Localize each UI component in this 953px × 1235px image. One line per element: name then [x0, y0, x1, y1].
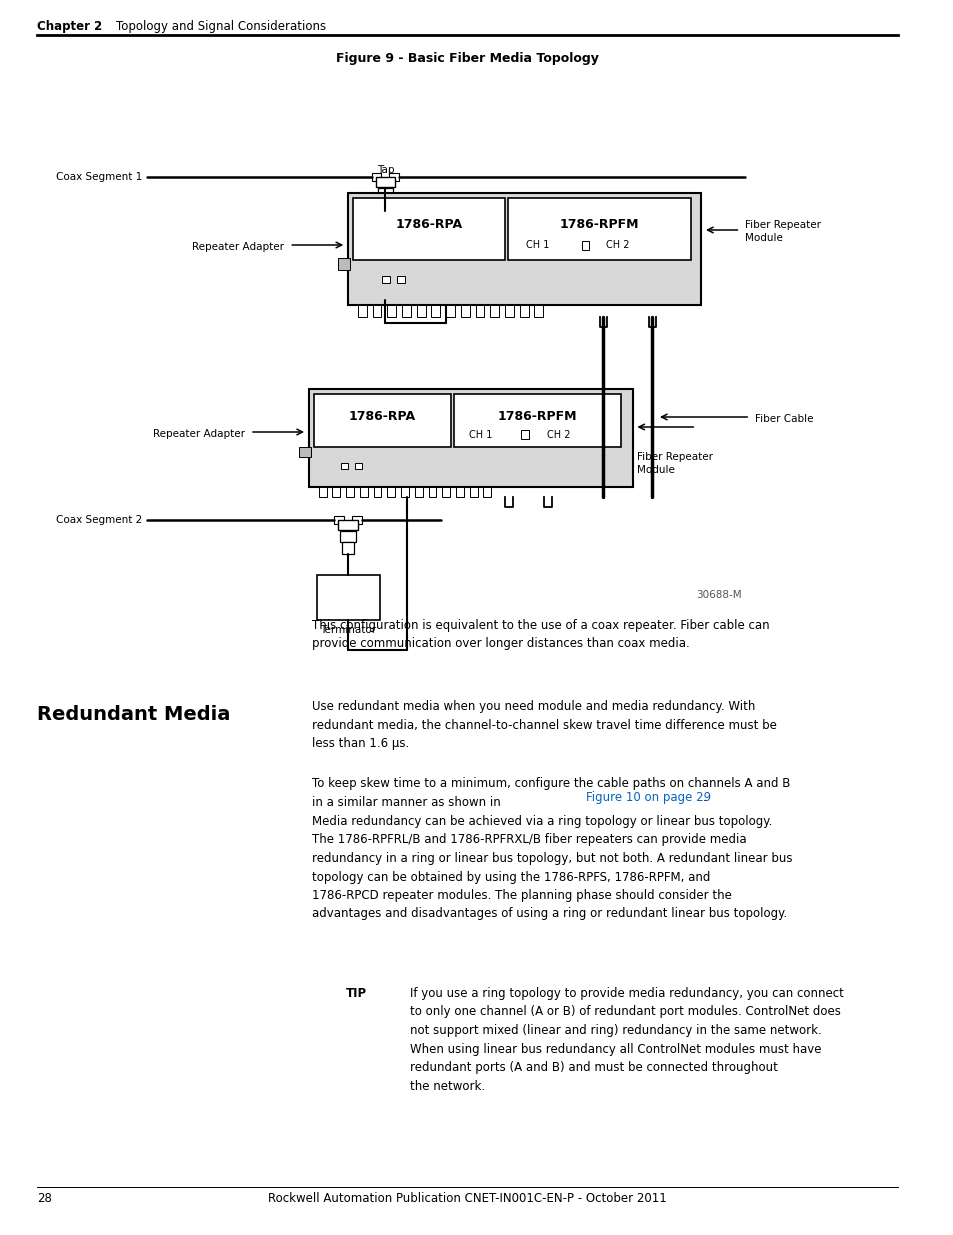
Bar [316, 576, 380, 620]
Text: 28: 28 [37, 1192, 52, 1205]
Text: Figure 10 on page 29: Figure 10 on page 29 [586, 790, 711, 804]
Bar [332, 487, 340, 496]
Text: Media redundancy can be achieved via a ring topology or linear bus topology.
The: Media redundancy can be achieved via a r… [312, 815, 792, 920]
Bar [415, 487, 422, 496]
Bar [318, 487, 326, 496]
Text: 1786-RPA: 1786-RPA [395, 217, 462, 231]
Bar [483, 487, 491, 496]
Bar [372, 173, 381, 182]
Text: Chapter 2: Chapter 2 [37, 20, 102, 33]
Bar [507, 198, 691, 261]
Text: CH 2: CH 2 [547, 430, 570, 440]
Text: CH 1: CH 1 [525, 240, 548, 249]
Bar [373, 305, 381, 317]
Text: Figure 9 - Basic Fiber Media Topology: Figure 9 - Basic Fiber Media Topology [336, 52, 598, 65]
Text: Fiber Cable: Fiber Cable [754, 414, 813, 424]
Bar [456, 487, 463, 496]
Bar [346, 487, 354, 496]
Bar [460, 305, 469, 317]
Text: Topology and Signal Considerations: Topology and Signal Considerations [115, 20, 326, 33]
Text: Use redundant media when you need module and media redundancy. With
redundant me: Use redundant media when you need module… [312, 700, 776, 750]
Text: 30688-M: 30688-M [696, 590, 741, 600]
Text: 1786-RPFM: 1786-RPFM [497, 410, 577, 424]
Text: This configuration is equivalent to the use of a coax repeater. Fiber cable can
: This configuration is equivalent to the … [312, 619, 769, 651]
Text: Redundant Media: Redundant Media [37, 705, 231, 724]
Text: Fiber Repeater
Module: Fiber Repeater Module [637, 452, 713, 475]
Text: TIP: TIP [346, 987, 367, 1000]
Bar [401, 305, 411, 317]
Bar [340, 531, 355, 542]
Text: Coax Segment 2: Coax Segment 2 [56, 515, 142, 525]
Text: .: . [702, 790, 706, 804]
Bar [442, 487, 450, 496]
Bar [375, 177, 395, 186]
Bar [454, 394, 620, 447]
Bar [581, 241, 589, 249]
Bar [314, 394, 451, 447]
Bar [309, 389, 632, 487]
Bar [299, 447, 311, 457]
Bar [476, 305, 484, 317]
Text: If you use a ring topology to provide media redundancy, you can connect
to only : If you use a ring topology to provide me… [410, 987, 842, 1093]
Text: 1786-RPFM: 1786-RPFM [559, 217, 639, 231]
Bar [389, 173, 398, 182]
Text: CH 1: CH 1 [468, 430, 492, 440]
Text: Fiber Repeater
Module: Fiber Repeater Module [744, 220, 821, 243]
Text: 1786-RPA: 1786-RPA [349, 410, 416, 424]
Bar [335, 516, 344, 524]
Bar [520, 430, 528, 438]
Bar [428, 487, 436, 496]
Text: Rockwell Automation Publication CNET-IN001C-EN-P - October 2011: Rockwell Automation Publication CNET-IN0… [268, 1192, 666, 1205]
Bar [519, 305, 528, 317]
Bar [338, 520, 357, 530]
Bar [341, 463, 348, 469]
Bar [377, 188, 393, 199]
Bar [342, 542, 354, 555]
Bar [534, 305, 542, 317]
Bar [446, 305, 455, 317]
Text: Repeater Adapter: Repeater Adapter [193, 242, 284, 252]
Bar [431, 305, 440, 317]
Bar [374, 487, 381, 496]
Bar [387, 305, 395, 317]
Bar [490, 305, 498, 317]
Text: Tap: Tap [376, 165, 394, 175]
Bar [352, 516, 361, 524]
Bar [469, 487, 477, 496]
Bar [382, 275, 390, 283]
Bar [416, 305, 425, 317]
Text: Coax Segment 1: Coax Segment 1 [56, 172, 142, 182]
Bar [504, 305, 514, 317]
Bar [355, 463, 361, 469]
Text: CH 2: CH 2 [605, 240, 629, 249]
Bar [379, 199, 391, 211]
Bar [387, 487, 395, 496]
Bar [348, 193, 700, 305]
Bar [338, 258, 350, 270]
Text: To keep skew time to a minimum, configure the cable paths on channels A and B
in: To keep skew time to a minimum, configur… [312, 777, 789, 809]
Bar [357, 305, 366, 317]
Bar [400, 487, 409, 496]
Bar [353, 198, 504, 261]
Text: Repeater Adapter: Repeater Adapter [153, 429, 245, 438]
Text: Terminator: Terminator [319, 625, 375, 635]
Bar [359, 487, 367, 496]
Bar [396, 275, 405, 283]
